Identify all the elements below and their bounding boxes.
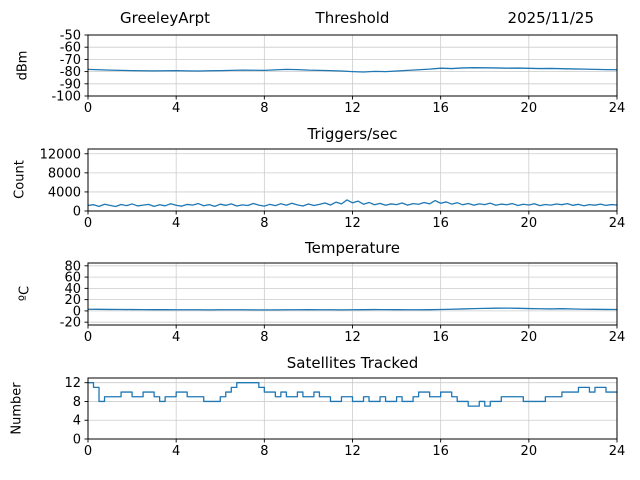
temperature-x-tick-label: 8	[260, 330, 268, 345]
threshold-x-tick-label: 8	[260, 101, 268, 116]
triggers-x-tick-label: 20	[521, 216, 538, 231]
triggers-y-tick-label: 4000	[48, 185, 81, 200]
temperature-y-tick-label: 20	[64, 293, 81, 308]
satellites-line	[88, 382, 617, 407]
triggers-plot: 0 4 8 12 16 20 24 0 4000 8000 12000	[40, 147, 626, 231]
threshold-y-tick-label: -50	[60, 29, 81, 44]
satellites-x-tick-label: 20	[521, 444, 538, 459]
threshold-x-tick-label: 0	[84, 101, 92, 116]
temperature-y-tick-label: 40	[64, 282, 81, 297]
threshold-x-tick-label: 20	[521, 101, 538, 116]
temperature-x-tick-label: 4	[172, 330, 180, 345]
temperature-x-tick-label: 16	[432, 330, 449, 345]
temperature-y-tick-label: 0	[73, 304, 81, 319]
threshold-x-tick-label: 12	[344, 101, 361, 116]
triggers-x-tick-label: 4	[172, 216, 180, 231]
triggers-y-tick-label: 12000	[40, 147, 81, 162]
temperature-x-tick-label: 0	[84, 330, 92, 345]
threshold-y-tick-label: -100	[51, 90, 81, 105]
satellites-y-axis-label: Number	[9, 382, 25, 435]
satellites-y-tick-label: 8	[73, 395, 81, 410]
satellites-y-tick-label: 4	[73, 414, 81, 429]
triggers-x-tick-label: 12	[344, 216, 361, 231]
satellites-chart-title: Satellites Tracked	[286, 354, 419, 372]
triggers-x-tick-label: 8	[260, 216, 268, 231]
threshold-y-tick-label: -70	[60, 53, 81, 68]
satellites-x-tick-label: 8	[260, 444, 268, 459]
temperature-x-tick-label: 24	[609, 330, 626, 345]
satellites-x-tick-label: 12	[344, 444, 361, 459]
threshold-line	[87, 67, 618, 73]
triggers-x-tick-label: 0	[84, 216, 92, 231]
triggers-y-axis-label: Count	[12, 160, 28, 199]
satellites-x-tick-label: 4	[172, 444, 180, 459]
temperature-x-tick-label: 20	[521, 330, 538, 345]
triggers-line	[87, 199, 618, 208]
temperature-y-axis-label: ºC	[17, 285, 33, 302]
triggers-x-tick-label: 16	[432, 216, 449, 231]
threshold-plot: 0 4 8 12 16 20 24 -50-60-70-80-90-100	[51, 29, 625, 117]
threshold-x-tick-label: 24	[609, 101, 626, 116]
satellites-x-tick-label: 0	[84, 444, 92, 459]
threshold-x-tick-label: 4	[172, 101, 180, 116]
threshold-y-tick-label: -90	[60, 77, 81, 92]
temperature-y-tick-label: 80	[64, 259, 81, 274]
satellites-y-tick-label: 0	[73, 433, 81, 448]
triggers-y-tick-label: 8000	[48, 166, 81, 181]
temperature-line	[87, 307, 618, 311]
satellites-y-tick-label: 12	[64, 376, 81, 391]
date-title: 2025/11/25	[507, 9, 594, 27]
temperature-x-tick-label: 12	[344, 330, 361, 345]
threshold-y-tick-label: -80	[60, 65, 81, 80]
threshold-x-tick-label: 16	[432, 101, 449, 116]
temperature-y-tick-label: 60	[64, 271, 81, 286]
threshold-y-axis-label: dBm	[15, 50, 31, 81]
threshold-chart-title: Threshold	[315, 9, 390, 27]
triggers-y-tick-label: 0	[73, 205, 81, 220]
satellites-x-tick-label: 24	[609, 444, 626, 459]
temperature-chart-title: Temperature	[304, 239, 401, 257]
triggers-chart-title: Triggers/sec	[307, 125, 398, 143]
threshold-y-tick-label: -60	[60, 41, 81, 56]
station-name-title: GreeleyArpt	[120, 9, 211, 27]
triggers-x-tick-label: 24	[609, 216, 626, 231]
satellites-x-tick-label: 16	[432, 444, 449, 459]
temperature-y-tick-label: -20	[60, 316, 81, 331]
